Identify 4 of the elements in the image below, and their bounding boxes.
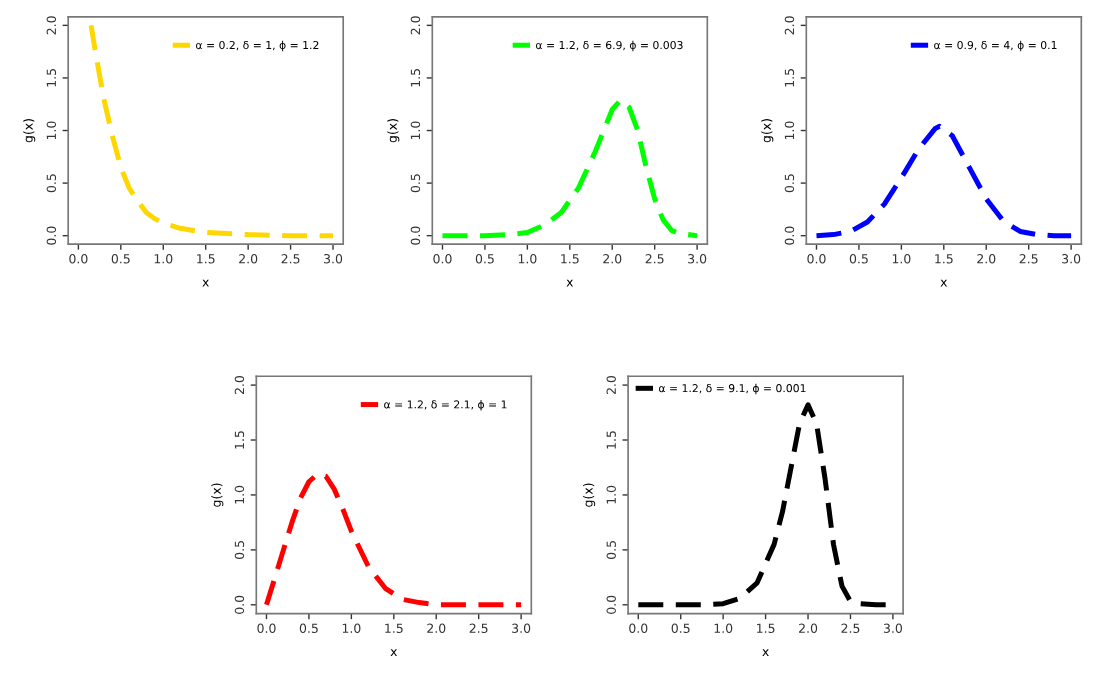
line-series	[813, 123, 1074, 239]
line-series	[439, 97, 700, 239]
line-series	[88, 22, 336, 239]
line-series	[263, 471, 524, 608]
